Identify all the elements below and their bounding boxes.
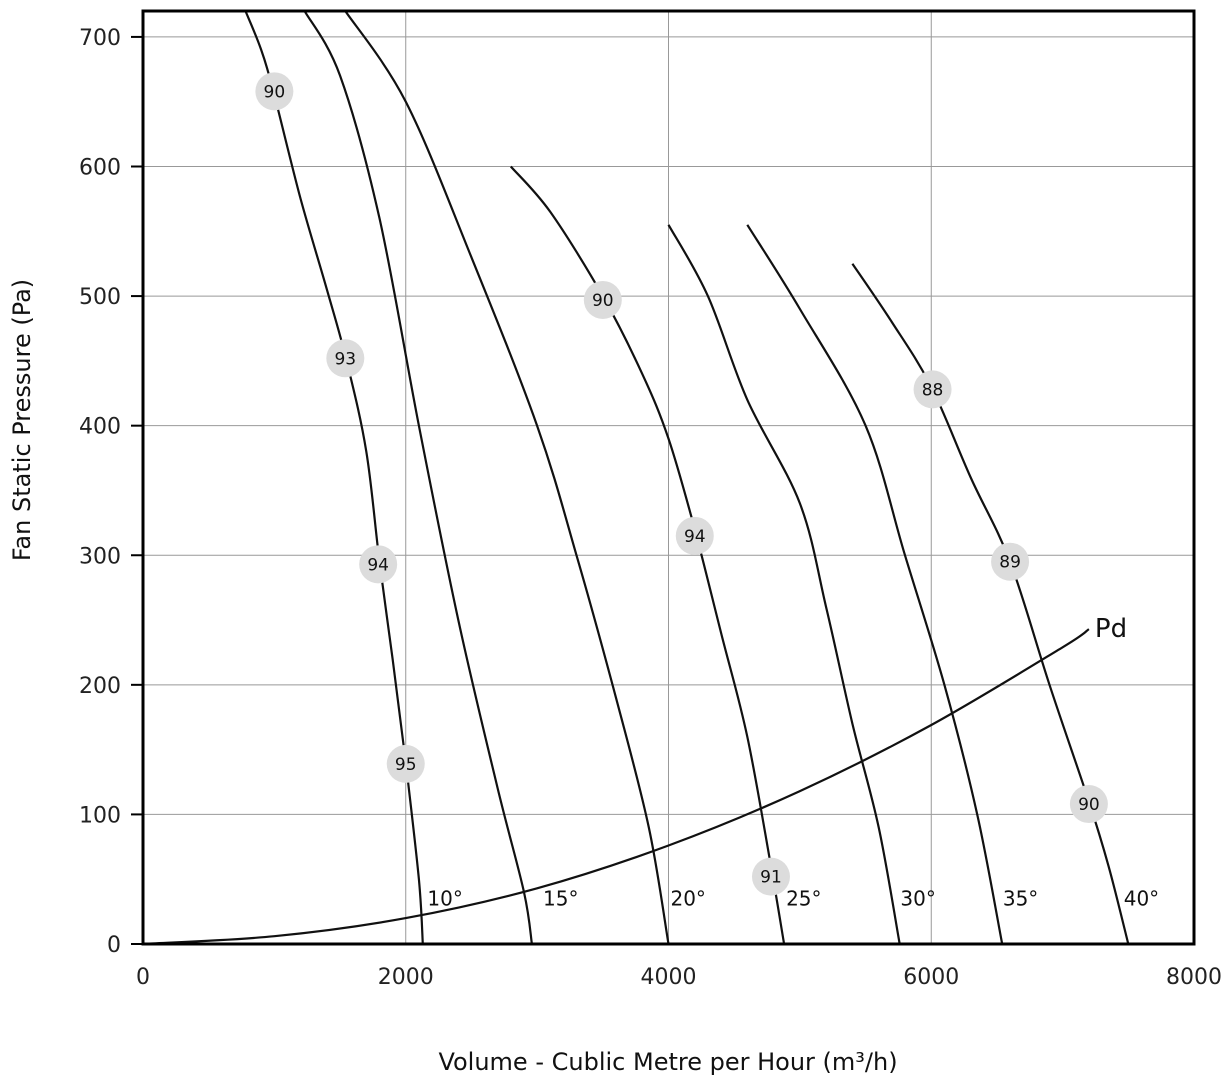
y-tick-label: 100	[79, 803, 121, 828]
angle-label: 20°	[670, 887, 705, 911]
x-tick-label: 0	[136, 965, 150, 990]
efficiency-marker-label: 91	[760, 868, 782, 888]
curve-20deg	[344, 10, 670, 945]
efficiency-marker	[326, 339, 365, 378]
efficiency-markers: 90 93 94 95 90 94 91 88 89 90	[255, 72, 1108, 896]
efficiency-marker-label: 88	[922, 380, 944, 400]
efficiency-marker	[583, 280, 622, 319]
curve-30deg	[667, 224, 901, 945]
x-tick-labels: 0 2000 4000 6000 8000	[136, 965, 1222, 990]
efficiency-marker-label: 94	[684, 527, 706, 547]
curve-35deg	[746, 224, 1004, 945]
y-tick-label: 500	[79, 285, 121, 310]
y-axis-label: Fan Static Pressure (Pa)	[8, 279, 36, 561]
efficiency-marker	[991, 542, 1030, 581]
angle-label: 30°	[900, 887, 935, 911]
y-tick-label: 200	[79, 674, 121, 699]
grid	[142, 11, 1195, 945]
y-tick-label: 0	[107, 933, 121, 958]
efficiency-marker-label: 90	[264, 82, 286, 102]
efficiency-marker-label: 90	[1078, 795, 1100, 815]
efficiency-marker	[1069, 785, 1108, 824]
efficiency-marker	[359, 545, 398, 584]
pd-curve-group: Pd	[142, 614, 1127, 946]
angle-label: 15°	[543, 887, 578, 911]
efficiency-marker-label: 94	[367, 555, 389, 575]
x-tick-label: 8000	[1166, 965, 1222, 990]
plot-frame	[141, 9, 1196, 946]
angle-label: 40°	[1124, 887, 1159, 911]
efficiency-marker	[386, 744, 425, 783]
y-tick-labels: 0 100 200 300 400 500 600 700	[79, 26, 143, 958]
efficiency-marker-label: 93	[334, 349, 356, 369]
y-tick-label: 400	[79, 415, 121, 440]
efficiency-marker-label: 95	[395, 755, 417, 775]
curve-25deg	[509, 165, 786, 945]
curve-10deg	[244, 10, 424, 945]
efficiency-marker	[913, 370, 952, 409]
angle-label: 25°	[786, 887, 821, 911]
efficiency-marker	[675, 516, 714, 555]
angle-label: 10°	[427, 887, 462, 911]
y-tick-label: 700	[79, 26, 121, 51]
curve-15deg	[303, 10, 533, 945]
angle-curves	[244, 10, 1130, 945]
x-tick-label: 2000	[378, 965, 434, 990]
pd-label: Pd	[1095, 614, 1127, 644]
x-tick-label: 6000	[903, 965, 959, 990]
pd-curve	[142, 628, 1090, 946]
efficiency-marker-label: 89	[999, 553, 1021, 573]
y-tick-label: 600	[79, 156, 121, 181]
efficiency-marker	[751, 857, 790, 896]
x-tick-label: 4000	[641, 965, 697, 990]
angle-labels: 10° 15° 20° 25° 30° 35° 40°	[427, 887, 1159, 911]
angle-label: 35°	[1003, 887, 1038, 911]
efficiency-marker-label: 90	[592, 291, 614, 311]
curve-40deg	[851, 263, 1130, 945]
efficiency-marker	[255, 72, 294, 111]
x-axis-label: Volume - Cublic Metre per Hour (m³/h)	[438, 1048, 897, 1076]
y-tick-label: 300	[79, 544, 121, 569]
